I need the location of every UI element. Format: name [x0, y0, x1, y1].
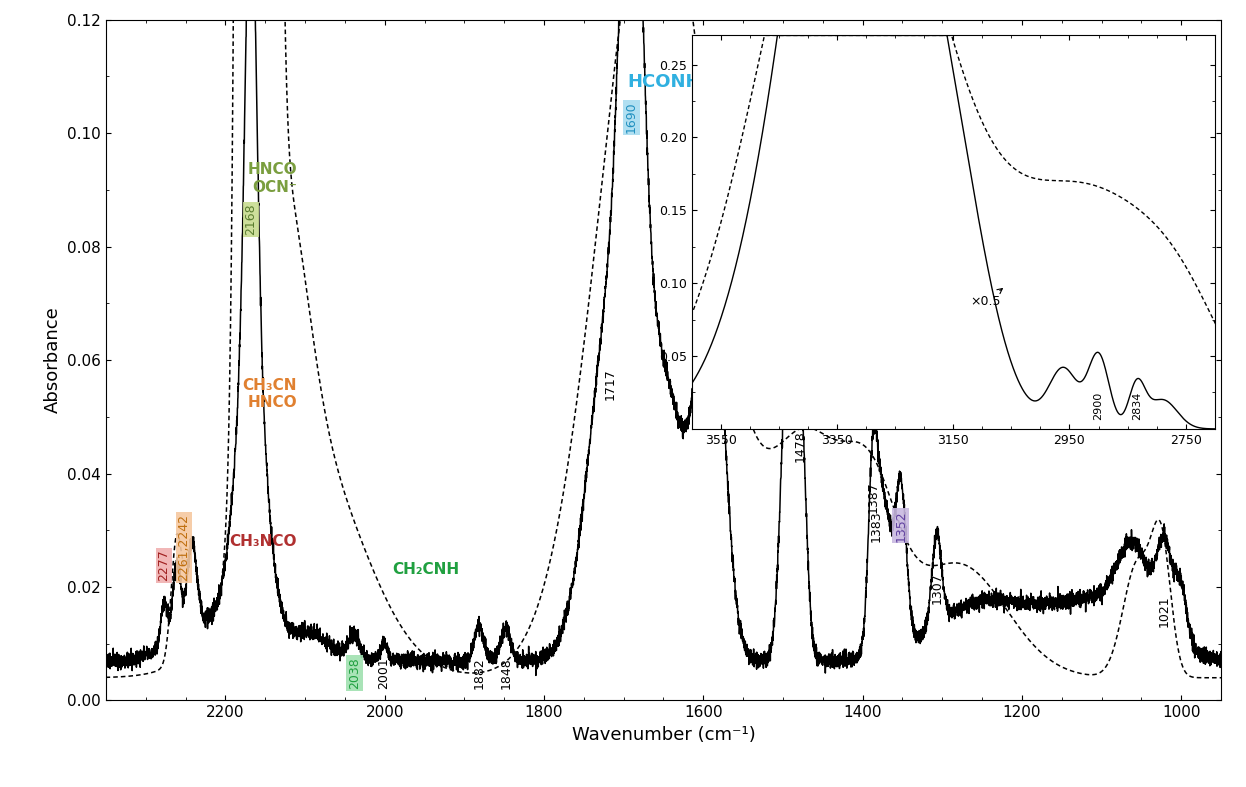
Text: 1590: 1590: [705, 272, 718, 303]
Text: CH₃CHO: CH₃CHO: [898, 398, 966, 413]
Y-axis label: Absorbance: Absorbance: [44, 307, 61, 413]
Text: NH₂CH₂COOH: NH₂CH₂COOH: [745, 319, 857, 334]
Text: 1383: 1383: [870, 510, 882, 541]
Text: HNCO
OCN⁻: HNCO OCN⁻: [248, 162, 297, 194]
Text: 1387: 1387: [866, 482, 880, 513]
Text: 1690: 1690: [625, 102, 638, 133]
Text: ×0.5: ×0.5: [971, 289, 1002, 308]
Text: CH₃NCO: CH₃NCO: [229, 534, 297, 549]
Text: CH₂CNH: CH₂CNH: [392, 563, 460, 578]
Text: 2261,2242: 2261,2242: [177, 514, 191, 582]
Text: 2001: 2001: [378, 657, 390, 689]
Text: 1717: 1717: [603, 368, 617, 400]
Text: 1021: 1021: [1158, 595, 1171, 626]
Text: 1495: 1495: [780, 374, 794, 405]
Text: HCONH₂: HCONH₂: [628, 73, 709, 91]
X-axis label: Wavenumber (cm⁻¹): Wavenumber (cm⁻¹): [572, 726, 755, 744]
Text: 2834: 2834: [1131, 392, 1141, 420]
Text: 1848: 1848: [500, 657, 512, 689]
Text: 1307: 1307: [931, 572, 943, 604]
Text: 1478: 1478: [794, 430, 807, 462]
Text: 2277: 2277: [157, 549, 171, 582]
Text: CH₃CN
HNCO: CH₃CN HNCO: [243, 378, 297, 410]
Text: 2168: 2168: [244, 204, 258, 235]
Text: 1882: 1882: [472, 657, 485, 689]
Text: 2038: 2038: [348, 657, 361, 689]
Text: 1352: 1352: [895, 510, 907, 541]
Text: 2900: 2900: [1094, 392, 1104, 420]
